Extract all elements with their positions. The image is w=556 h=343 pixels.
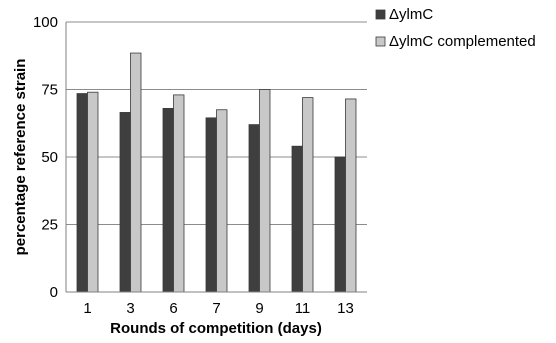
bar-series2-9 — [259, 89, 271, 293]
bar-series1-13 — [334, 156, 346, 293]
bar-series2-11 — [302, 97, 314, 293]
x-tick-label: 11 — [295, 300, 311, 317]
bar-series1-3 — [119, 112, 131, 293]
y-tick-label: 0 — [50, 284, 58, 301]
legend-label-1: ΔylmC — [389, 6, 433, 23]
x-tick-label: 13 — [337, 300, 354, 317]
bar-series2-7 — [216, 109, 228, 293]
bar-series1-7 — [205, 117, 217, 293]
bars — [76, 52, 357, 293]
bar-series1-1 — [76, 93, 88, 293]
x-tick-label: 6 — [169, 300, 177, 317]
legend-swatch-1 — [375, 9, 386, 20]
axes — [65, 22, 367, 293]
x-tick-label: 3 — [126, 300, 134, 317]
legend: ΔylmC ΔylmC complemented — [375, 6, 536, 50]
bar-series2-6 — [173, 94, 185, 293]
bar-series2-3 — [130, 52, 142, 293]
x-tick-label: 7 — [212, 300, 220, 317]
x-axis-title: Rounds of competition (days) — [110, 320, 322, 337]
x-tick-labels: 1 3 6 7 9 11 13 — [83, 300, 354, 317]
x-tick-label: 1 — [83, 300, 91, 317]
y-tick-label: 50 — [41, 149, 58, 166]
legend-swatch-2 — [375, 36, 386, 47]
bar-series2-13 — [345, 98, 357, 293]
bar-series1-11 — [291, 145, 303, 293]
y-axis-title: percentage reference strain — [12, 59, 29, 256]
x-tick-label: 9 — [255, 300, 263, 317]
y-tick-label: 100 — [33, 14, 58, 31]
y-tick-label: 25 — [41, 217, 58, 234]
bar-series1-9 — [248, 124, 260, 293]
legend-label-2: ΔylmC complemented — [389, 33, 536, 50]
bar-series2-1 — [87, 91, 99, 293]
y-tick-labels: 0 25 50 75 100 — [33, 14, 58, 301]
y-tick-label: 75 — [41, 82, 58, 99]
bar-series1-6 — [162, 108, 174, 293]
